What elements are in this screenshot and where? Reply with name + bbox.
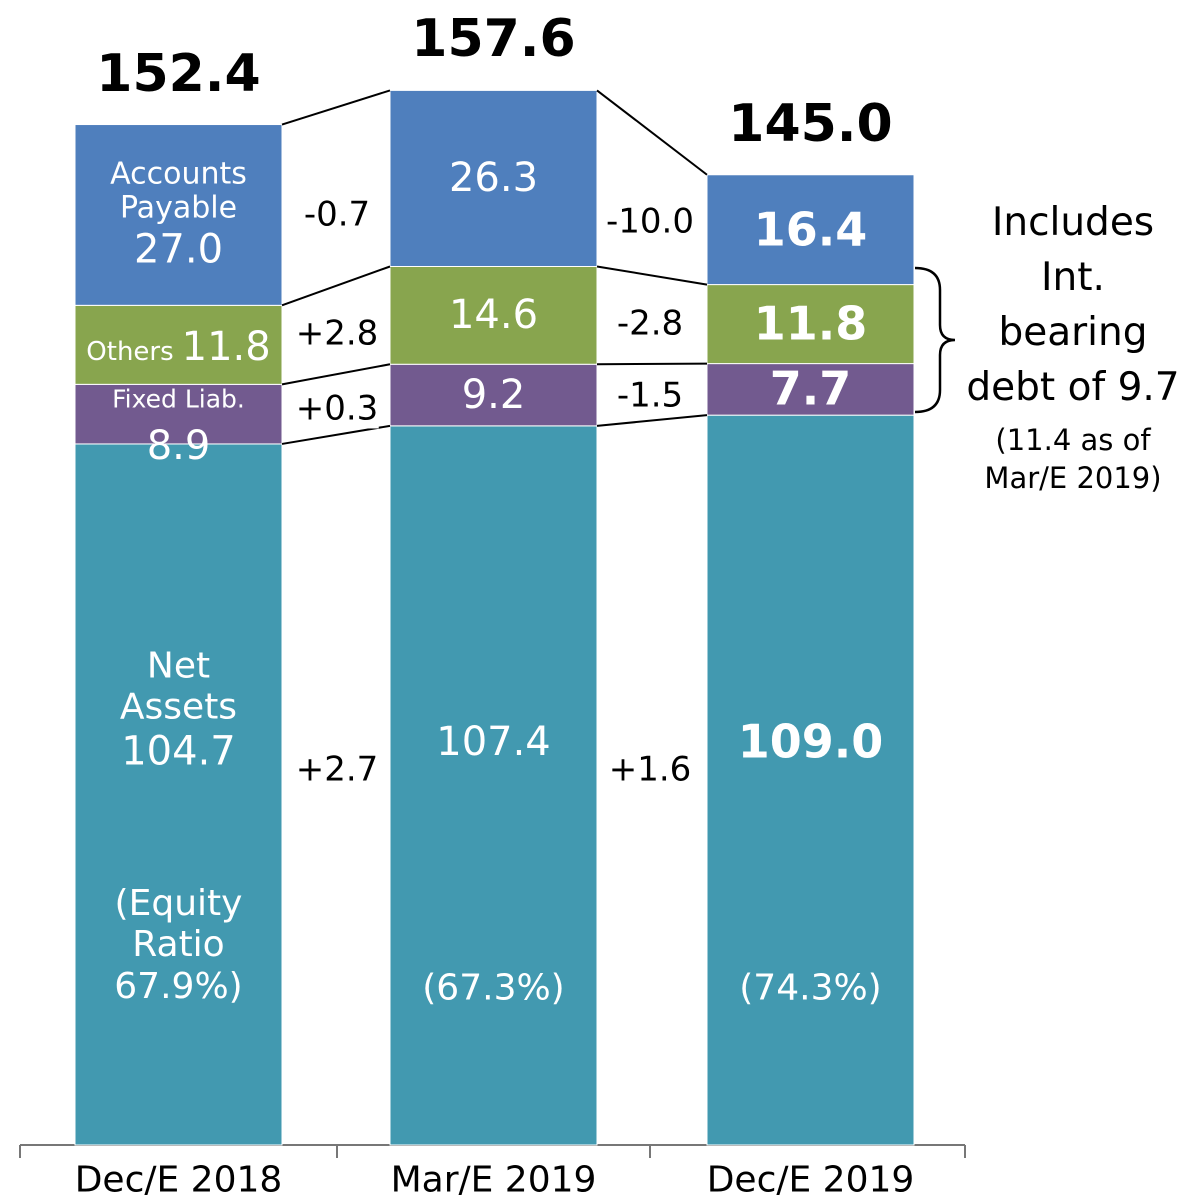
segment-value: 7.7 <box>769 361 852 416</box>
annotation-line: Int. <box>1041 255 1105 300</box>
segment-label: Net Assets 104.7 <box>104 646 254 775</box>
segment-value: 109.0 <box>737 714 884 769</box>
connector <box>281 265 391 307</box>
bar-segment <box>74 443 283 1146</box>
bar-segment <box>74 124 283 306</box>
annotation-line: debt of 9.7 <box>966 365 1180 410</box>
segment-value: 9.2 <box>461 372 526 419</box>
annotation-line: Includes <box>991 200 1155 245</box>
total-label: 157.6 <box>411 9 576 70</box>
bar-segment <box>706 284 915 365</box>
x-tick-label: Dec/E 2018 <box>74 1159 283 1201</box>
segment-value: 26.3 <box>448 155 539 202</box>
series-name: Fixed Liab. <box>112 384 245 414</box>
bar-segment <box>706 414 915 1146</box>
segment-label: Others 11.8 <box>86 324 270 370</box>
segment-value: 104.7 <box>121 728 236 775</box>
segment-value: 8.9 <box>146 422 211 469</box>
change-label: +2.7 <box>295 749 379 790</box>
change-label: -0.7 <box>303 194 371 235</box>
segment-value: 14.6 <box>448 292 539 339</box>
change-label: +1.6 <box>608 749 692 790</box>
series-name: Others <box>86 336 174 367</box>
bar-segment <box>74 383 283 445</box>
annotation: Includes Int. bearing debt of 9.7 <box>966 195 1179 415</box>
bar-segment <box>706 363 915 416</box>
bar-segment <box>706 174 915 286</box>
segment-value: 107.4 <box>436 719 551 765</box>
series-name: Accounts Payable <box>110 156 247 226</box>
change-label: -2.8 <box>616 303 684 344</box>
equity-ratio: (74.3%) <box>739 967 882 1009</box>
x-tick-label: Mar/E 2019 <box>390 1159 597 1201</box>
connector <box>281 424 391 445</box>
change-label: -10.0 <box>606 201 694 242</box>
bar-segment <box>389 89 598 267</box>
annotation-line: bearing <box>998 310 1148 355</box>
change-label: -1.5 <box>616 375 684 416</box>
annotation-note-line: (11.4 as of <box>995 423 1151 457</box>
segment-value: 27.0 <box>133 226 224 273</box>
bar-segment <box>74 304 283 385</box>
x-tick-label: Dec/E 2019 <box>706 1159 915 1201</box>
annotation-note-line: Mar/E 2019) <box>984 461 1162 495</box>
connector <box>596 89 708 176</box>
connector <box>281 89 391 126</box>
connector <box>281 363 391 386</box>
bar-segment <box>389 363 598 427</box>
connector <box>596 362 708 366</box>
total-label: 152.4 <box>96 43 261 104</box>
connector <box>596 414 708 427</box>
series-name: Net Assets <box>119 645 238 728</box>
segment-value: 16.4 <box>753 202 868 257</box>
segment-value: 11.8 <box>753 296 868 351</box>
equity-ratio: (67.3%) <box>422 967 565 1009</box>
segment-value: 11.8 <box>181 323 271 370</box>
connector <box>596 265 708 286</box>
bar-segment <box>389 425 598 1146</box>
brace <box>914 266 956 414</box>
annotation-note: (11.4 as of Mar/E 2019) <box>984 421 1161 497</box>
change-label: +0.3 <box>295 388 379 429</box>
total-label: 145.0 <box>728 93 893 154</box>
bar-segment <box>389 265 598 365</box>
segment-label: Accounts Payable 27.0 <box>84 156 274 273</box>
change-label: +2.8 <box>295 313 379 354</box>
equity-ratio: (Equity Ratio 67.9%) <box>114 882 243 1007</box>
